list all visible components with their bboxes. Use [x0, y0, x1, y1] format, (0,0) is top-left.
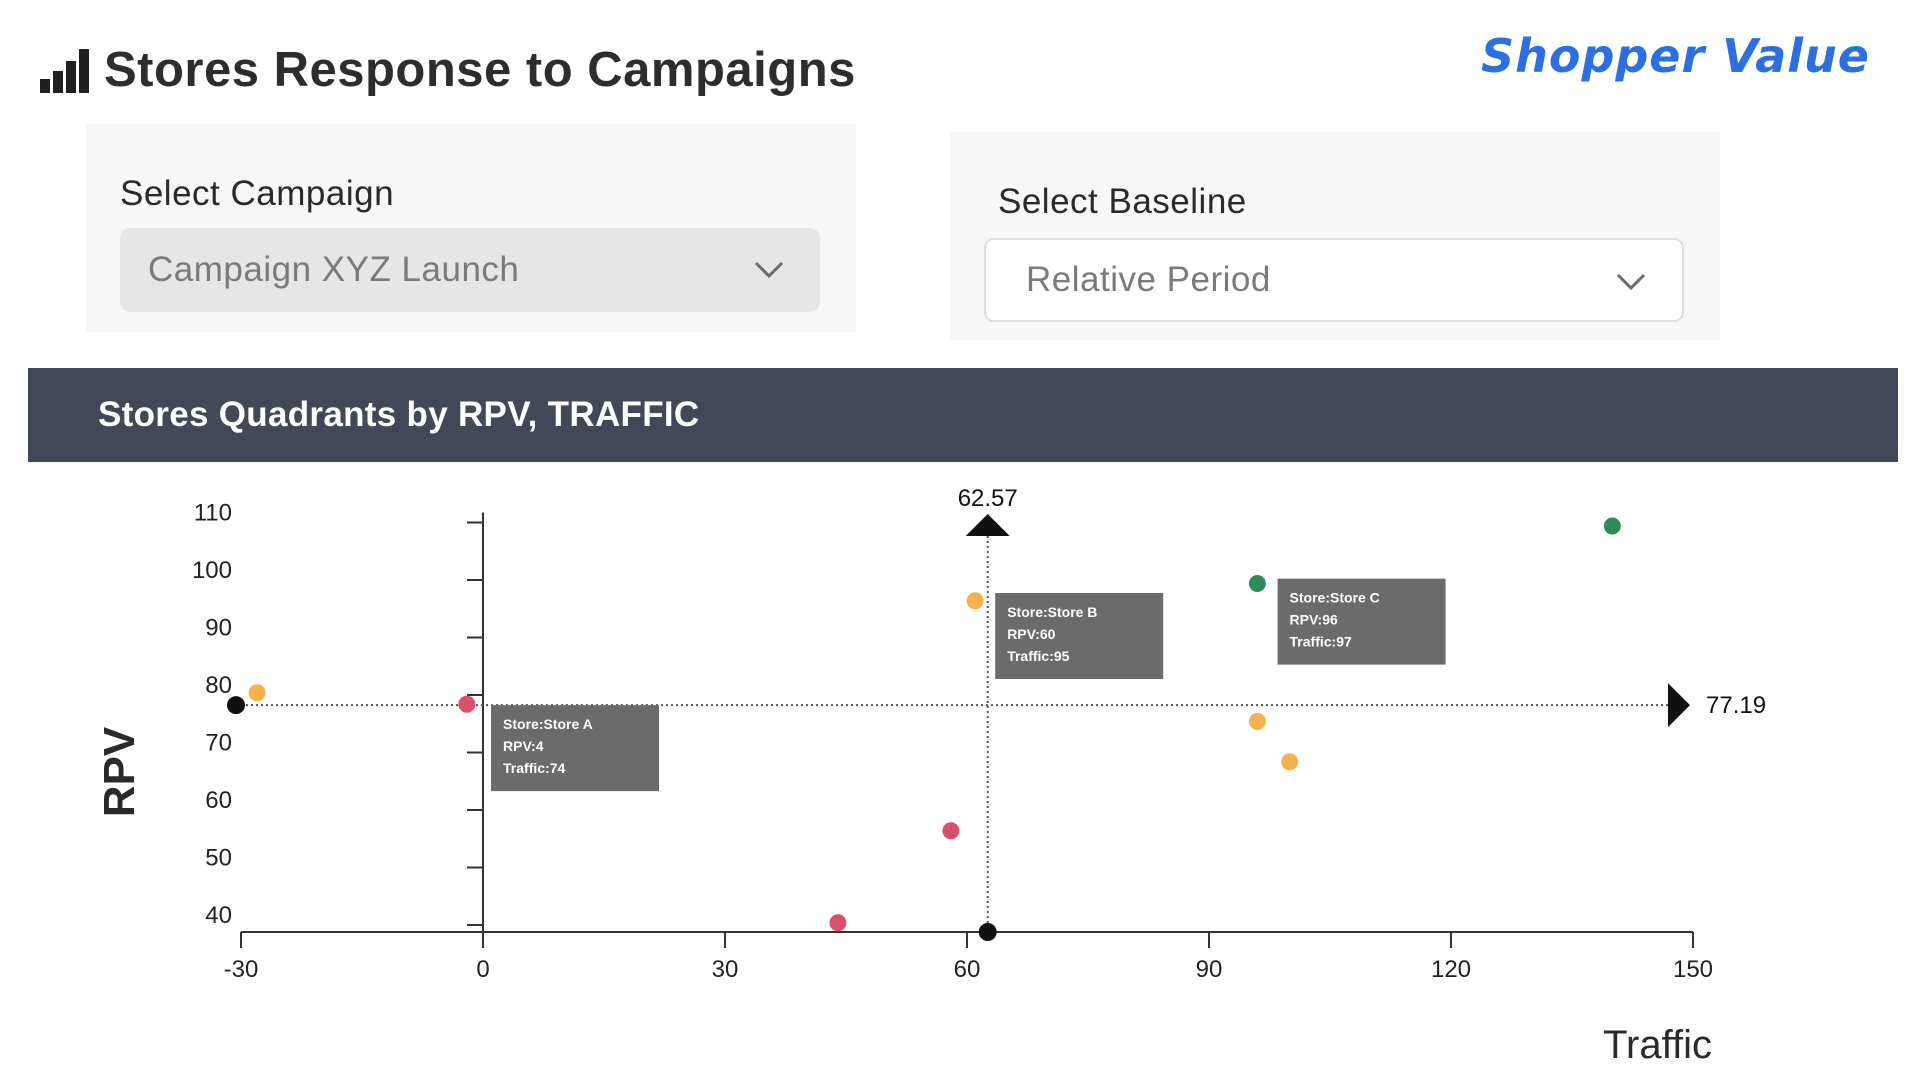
tooltip-line: Store:Store A — [503, 716, 593, 732]
store-tooltip: Store:Store B RPV:60 Traffic:95 — [995, 593, 1164, 679]
tooltip-box — [491, 705, 660, 792]
data-point — [829, 914, 847, 932]
horizontal-reference-label: 77.19 — [1706, 692, 1766, 719]
data-point — [458, 695, 476, 713]
tooltip-line: Store:Store C — [1290, 590, 1380, 606]
tooltip-line: Traffic:97 — [1290, 634, 1352, 650]
data-point — [1281, 753, 1299, 771]
y-tick-label: 40 — [205, 902, 232, 929]
baseline-select[interactable]: Relative Period — [984, 238, 1684, 322]
x-tick-label: 120 — [1431, 956, 1471, 983]
reference-lines: 62.57 77.19 — [227, 485, 1766, 941]
y-tick-label: 100 — [192, 557, 232, 584]
baseline-select-label: Select Baseline — [998, 182, 1247, 221]
triangle-right-icon — [1668, 683, 1690, 728]
bar-chart-icon — [40, 47, 90, 93]
y-tick-label: 90 — [205, 615, 232, 642]
tooltip-line: RPV:4 — [503, 738, 544, 754]
tooltips: Store:Store ARPV:4Traffic:74Store:Store … — [491, 578, 1446, 792]
chevron-down-icon — [1616, 273, 1646, 291]
brand-logo: Shopper Value — [1481, 18, 1870, 93]
store-tooltip: Store:Store A RPV:4 Traffic:74 — [491, 705, 660, 792]
x-tick-label: 60 — [954, 956, 981, 983]
data-point — [942, 822, 960, 840]
data-point — [966, 592, 984, 610]
y-tick-label: 50 — [205, 845, 232, 872]
tooltip-line: RPV:96 — [1290, 612, 1338, 628]
store-tooltip: Store:Store C RPV:96 Traffic:97 — [1277, 578, 1446, 665]
y-tick-label: 60 — [205, 787, 232, 814]
x-tick-label: 90 — [1196, 956, 1223, 983]
baseline-filter-panel: Select Baseline Relative Period — [950, 132, 1720, 340]
page-header: Stores Response to Campaigns — [40, 40, 856, 100]
data-point — [1603, 517, 1621, 535]
tooltip-box — [995, 593, 1164, 679]
x-tick-label: -30 — [224, 956, 259, 983]
chevron-down-icon — [754, 261, 784, 279]
tooltip-box — [1277, 578, 1446, 665]
y-tick-label: 80 — [205, 672, 232, 699]
campaign-filter-panel: Select Campaign Campaign XYZ Launch — [86, 124, 856, 332]
tooltip-line: Traffic:95 — [1007, 648, 1069, 664]
x-tick-label: 0 — [476, 956, 489, 983]
campaign-select[interactable]: Campaign XYZ Launch — [120, 228, 820, 312]
reference-marker — [227, 696, 245, 715]
tooltip-line: Store:Store B — [1007, 604, 1097, 620]
page-title: Stores Response to Campaigns — [104, 43, 856, 97]
logo-text: Shopper Value — [1480, 28, 1870, 83]
data-point — [1248, 713, 1266, 730]
y-tick-label: 110 — [194, 500, 232, 527]
tooltip-line: Traffic:74 — [503, 760, 565, 776]
chart-section-header: Stores Quadrants by RPV, TRAFFIC — [28, 368, 1898, 462]
baseline-select-value: Relative Period — [1026, 260, 1271, 299]
x-tick-label: 30 — [712, 956, 739, 983]
data-points — [248, 517, 1621, 932]
vertical-reference-label: 62.57 — [958, 485, 1018, 512]
campaign-select-label: Select Campaign — [120, 174, 395, 213]
chart-axes: -30 0 30 60 90 120 150 40 50 60 70 80 90 100 110 — [192, 500, 1713, 984]
campaign-select-value: Campaign XYZ Launch — [148, 250, 520, 289]
data-point — [248, 684, 266, 702]
triangle-up-icon — [965, 514, 1010, 536]
reference-marker — [978, 923, 997, 941]
y-tick-label: 70 — [205, 730, 232, 757]
x-axis-label: Traffic — [1603, 1023, 1712, 1067]
tooltip-line: RPV:60 — [1007, 626, 1055, 642]
data-point — [1248, 575, 1266, 592]
y-axis-label: RPV — [95, 726, 144, 817]
x-tick-label: 150 — [1673, 956, 1713, 983]
chart-section-title: Stores Quadrants by RPV, TRAFFIC — [98, 395, 700, 434]
